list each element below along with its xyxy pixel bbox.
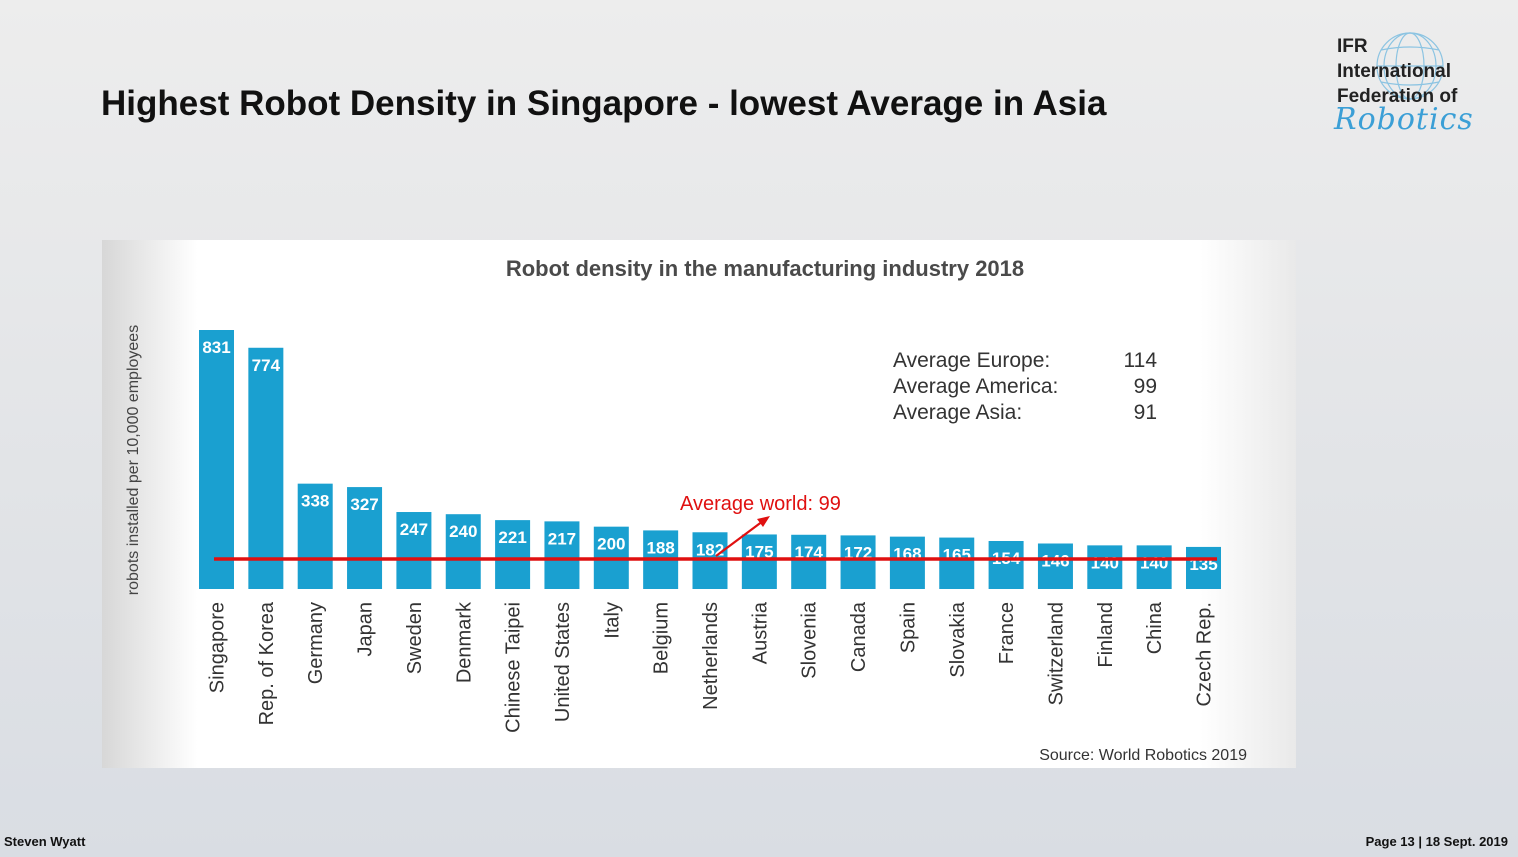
data-label-7: 217 [548, 529, 576, 548]
category-label-9: Belgium [651, 602, 673, 674]
data-label-8: 200 [597, 535, 625, 554]
bar-20 [1186, 546, 1221, 589]
data-label-10: 182 [696, 540, 724, 559]
bar-13 [840, 535, 876, 589]
data-label-5: 240 [449, 522, 477, 541]
bar-4 [396, 512, 432, 589]
category-label-13: Canada [848, 601, 870, 672]
bar-15 [939, 537, 975, 589]
data-label-2: 338 [301, 492, 329, 511]
category-label-12: Slovenia [799, 601, 821, 679]
bar-19 [1136, 545, 1172, 589]
bar-5 [445, 514, 481, 589]
category-label-3: Japan [355, 602, 377, 657]
data-label-4: 247 [400, 520, 428, 539]
data-label-3: 327 [350, 495, 378, 514]
data-label-6: 221 [498, 528, 526, 547]
data-label-12: 174 [795, 543, 824, 562]
category-label-20: Czech Rep. [1194, 602, 1216, 707]
category-label-11: Austria [749, 601, 771, 664]
average-label-0: Average Europe: [893, 349, 1050, 372]
bar-6 [495, 520, 531, 589]
bar-1 [248, 347, 284, 589]
category-label-4: Sweden [404, 602, 426, 674]
bar-17 [1037, 543, 1073, 589]
logo-script-robotics: Robotics [1334, 102, 1474, 137]
data-label-1: 774 [252, 356, 281, 375]
globe-icon [1376, 32, 1444, 100]
average-value-2: 91 [1134, 401, 1157, 424]
logo-line-federation: Federation of [1337, 86, 1458, 107]
category-label-10: Netherlands [700, 602, 722, 710]
category-label-8: Italy [601, 602, 623, 639]
ifr-logo: IFR International Federation of Robotics [1332, 30, 1502, 145]
world-average-arrowhead [757, 516, 770, 527]
bar-16 [988, 541, 1024, 589]
category-label-5: Denmark [453, 601, 475, 683]
bar-12 [791, 534, 827, 589]
data-label-18: 140 [1091, 553, 1119, 572]
data-label-9: 188 [646, 538, 674, 557]
category-label-1: Rep. of Korea [256, 601, 278, 725]
data-label-19: 140 [1140, 553, 1168, 572]
bar-14 [889, 536, 925, 589]
category-label-6: Chinese Taipei [503, 602, 525, 733]
bar-7 [544, 521, 580, 589]
bar-chart: Robot density in the manufacturing indus… [125, 256, 1247, 764]
slide-title: Highest Robot Density in Singapore - low… [101, 84, 1107, 123]
bar-2 [297, 483, 333, 589]
category-label-2: Germany [305, 602, 327, 684]
source-note: Source: World Robotics 2019 [1039, 747, 1247, 764]
data-label-17: 146 [1041, 551, 1069, 570]
category-label-0: Singapore [207, 602, 229, 693]
category-label-15: Slovakia [947, 601, 969, 677]
y-axis-label: robots installed per 10,000 employees [125, 325, 142, 595]
world-average-label: Average world: 99 [680, 493, 841, 515]
logo-line-ifr: IFR [1337, 36, 1368, 57]
category-label-19: China [1144, 601, 1166, 654]
bar-11 [741, 534, 777, 589]
chart-title: Robot density in the manufacturing indus… [506, 256, 1024, 281]
category-label-18: Finland [1095, 602, 1117, 668]
bar-3 [347, 487, 383, 589]
data-label-14: 168 [893, 545, 921, 564]
category-label-7: United States [552, 602, 574, 722]
bar-18 [1087, 545, 1123, 589]
data-label-11: 175 [745, 542, 773, 561]
footer-author: Steven Wyatt [4, 834, 86, 849]
chart-panel: Robot density in the manufacturing indus… [102, 240, 1296, 768]
data-label-15: 165 [943, 546, 971, 565]
footer-page-date: Page 13 | 18 Sept. 2019 [1365, 834, 1508, 849]
category-label-17: Switzerland [1045, 602, 1067, 705]
logo-line-international: International [1337, 61, 1452, 82]
data-label-0: 831 [202, 338, 230, 357]
average-label-1: Average America: [893, 375, 1058, 398]
average-label-2: Average Asia: [893, 401, 1022, 424]
category-label-14: Spain [897, 602, 919, 653]
bar-0 [199, 330, 234, 589]
world-average-arrow [715, 520, 764, 557]
average-value-0: 114 [1124, 349, 1158, 372]
average-value-1: 99 [1134, 375, 1157, 398]
category-label-16: France [996, 602, 1018, 664]
